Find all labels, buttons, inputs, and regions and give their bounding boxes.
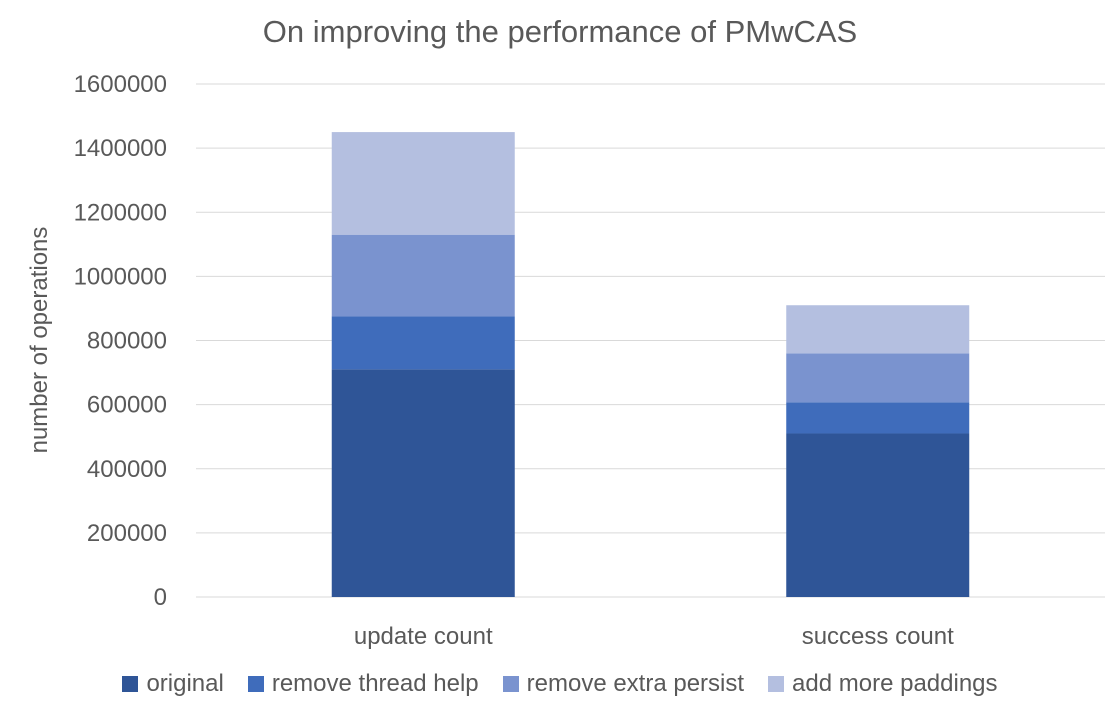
bar-segment [786, 353, 970, 403]
bar-segment [331, 316, 515, 370]
legend-label: add more paddings [792, 670, 998, 697]
bar-segment [331, 369, 515, 597]
y-tick-label: 0 [154, 584, 167, 611]
bar-segment [786, 433, 970, 597]
legend-item: original [122, 670, 224, 698]
y-tick-label: 200000 [87, 520, 167, 547]
legend-swatch [122, 676, 139, 692]
legend-item: add more paddings [768, 670, 998, 698]
legend-item: remove extra persist [502, 670, 745, 698]
bar-segment [331, 132, 515, 235]
bar-segment [786, 305, 970, 354]
legend-label: original [146, 670, 224, 697]
legend-label: remove extra persist [526, 670, 745, 697]
x-tick-label: update count [354, 623, 493, 650]
legend-swatch [502, 676, 519, 692]
y-tick-label: 1200000 [74, 199, 167, 226]
y-tick-label: 400000 [87, 456, 167, 483]
legend-swatch [247, 676, 264, 692]
bar-segment [331, 234, 515, 317]
y-tick-label: 800000 [87, 328, 167, 355]
y-tick-label: 1400000 [74, 135, 167, 162]
bar-segment [786, 402, 970, 434]
y-tick-label: 1000000 [74, 263, 167, 290]
legend-swatch [768, 676, 785, 692]
legend-label: remove thread help [271, 670, 479, 697]
x-tick-label: success count [802, 623, 954, 650]
y-tick-label: 600000 [87, 392, 167, 419]
chart-title: On improving the performance of PMwCAS [262, 14, 858, 49]
legend-item: remove thread help [247, 670, 479, 698]
legend: original remove thread help remove extra p… [0, 670, 1120, 698]
y-tick-label: 1600000 [74, 71, 167, 98]
